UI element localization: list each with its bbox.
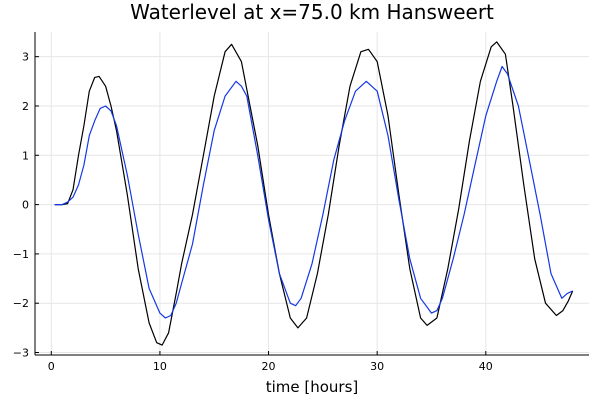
y-tick-label: 3: [22, 51, 29, 64]
x-ticks: 0 10 20 30 40: [48, 351, 493, 373]
y-tick-label: 1: [22, 149, 29, 162]
x-tick-label: 0: [48, 360, 55, 373]
y-tick-label: 0: [22, 199, 29, 212]
series-group: [54, 41, 574, 346]
chart-title: Waterlevel at x=75.0 km Hansweert: [130, 0, 494, 24]
y-ticks: −3 −2 −1 0 1 2 3: [13, 51, 39, 360]
x-tick-label: 20: [262, 360, 276, 373]
x-tick-label: 40: [479, 360, 493, 373]
x-axis-label: time [hours]: [266, 378, 359, 396]
x-tick-label: 30: [370, 360, 384, 373]
grid: [35, 32, 589, 355]
y-tick-label: −3: [13, 347, 29, 360]
x-tick-label: 10: [153, 360, 167, 373]
series-line-0: [54, 41, 574, 346]
series-line-1: [54, 65, 573, 319]
y-tick-label: −2: [13, 297, 29, 310]
y-tick-label: −1: [13, 248, 29, 261]
y-tick-label: 2: [22, 100, 29, 113]
